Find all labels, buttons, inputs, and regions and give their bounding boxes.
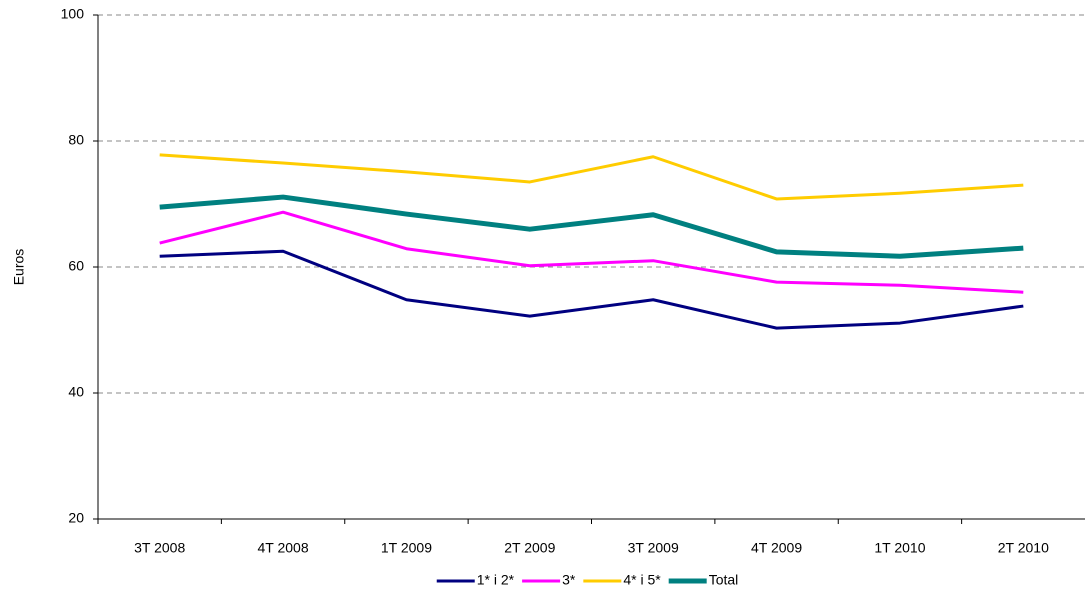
x-tick-label: 1T 2010 bbox=[874, 540, 925, 556]
series-line bbox=[159, 249, 1024, 330]
y-tick-label: 60 bbox=[68, 258, 84, 274]
x-tick-label: 4T 2009 bbox=[751, 540, 802, 556]
legend-label: 3* bbox=[562, 572, 576, 588]
x-tick-label: 2T 2009 bbox=[504, 540, 555, 556]
legend-label: Total bbox=[709, 572, 739, 588]
y-axis-label: Euros bbox=[11, 249, 27, 286]
x-tick-label: 3T 2008 bbox=[134, 540, 185, 556]
x-tick-label: 2T 2010 bbox=[998, 540, 1049, 556]
legend-label: 1* i 2* bbox=[477, 572, 515, 588]
x-tick-label: 1T 2009 bbox=[381, 540, 432, 556]
legend-label: 4* i 5* bbox=[623, 572, 661, 588]
x-tick-label: 4T 2008 bbox=[258, 540, 309, 556]
series-line bbox=[159, 194, 1024, 259]
y-tick-label: 40 bbox=[68, 384, 84, 400]
series-line bbox=[159, 153, 1024, 201]
y-tick-label: 100 bbox=[61, 6, 85, 22]
x-tick-label: 3T 2009 bbox=[628, 540, 679, 556]
series-line bbox=[159, 210, 1024, 294]
y-tick-label: 20 bbox=[68, 510, 84, 526]
y-tick-label: 80 bbox=[68, 132, 84, 148]
